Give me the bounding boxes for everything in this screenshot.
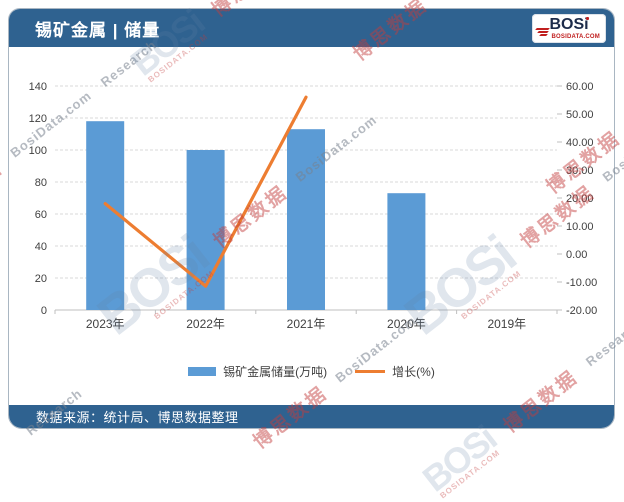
watermark-bosi-ghost: BOSi BOSIDATA.COM [414, 417, 504, 501]
growth-line [103, 95, 308, 288]
left-axis-label: 40 [35, 241, 47, 253]
right-axis-label: 20.00 [566, 193, 594, 205]
data-source-text: 数据来源：统计局、博思数据整理 [36, 410, 239, 425]
x-axis-label: 2022年 [186, 317, 225, 331]
right-axis-label: 10.00 [566, 221, 594, 233]
right-axis-label: -10.00 [566, 277, 597, 289]
logo-domain-text: BOSIDATA.COM [551, 34, 600, 40]
card-footer: 数据来源：统计局、博思数据整理 [9, 405, 614, 428]
legend-swatch-bar [188, 367, 217, 376]
right-axis-label: 50.00 [566, 109, 594, 121]
bar-2020年 [387, 193, 426, 310]
logo-text: BOSi [549, 16, 589, 33]
x-axis-label: 2023年 [86, 317, 125, 331]
logo-i-dot [585, 17, 589, 20]
legend-label-reserves: 锡矿金属储量(万吨) [223, 365, 328, 379]
logo-wordmark: BOSi [549, 16, 589, 33]
right-axis-label: 40.00 [566, 137, 594, 149]
chart-title: 锡矿金属 | 储量 [35, 20, 161, 40]
legend-item-reserves: 锡矿金属储量(万吨) [188, 363, 327, 380]
chart-legend: 锡矿金属储量(万吨) 增长(%) [9, 363, 614, 380]
right-axis-label: -20.00 [566, 305, 597, 317]
bar-2021年 [287, 129, 325, 310]
left-axis-label: 20 [35, 273, 47, 285]
legend-swatch-line [355, 370, 386, 373]
chart-card: 锡矿金属 | 储量 BOSi BOSIDATA.COM 0 20 40 60 80 100… [8, 8, 615, 429]
left-axis-label: 60 [35, 209, 47, 221]
watermark-cn-text: 博思数据 [0, 157, 8, 229]
x-axis-label: 2019年 [487, 317, 526, 331]
x-axis-label: 2020年 [387, 317, 426, 331]
card-header: 锡矿金属 | 储量 BOSi BOSIDATA.COM [9, 9, 614, 47]
right-axis-label: 60.00 [566, 81, 594, 93]
left-axis-label: 100 [29, 145, 47, 157]
chart-area: 0 20 40 60 80 100 120 140 -20.00 -10.00 0.00 10.00 2… [9, 47, 614, 405]
left-axis-label: 140 [29, 81, 47, 93]
bosi-logo: BOSi BOSIDATA.COM [532, 13, 606, 43]
x-axis-label: 2021年 [287, 317, 326, 331]
right-axis-label: 30.00 [566, 165, 594, 177]
left-axis-label: 120 [29, 113, 47, 125]
left-axis-label: 80 [35, 177, 47, 189]
right-axis-label: 0.00 [566, 249, 587, 261]
chart-svg: 0 20 40 60 80 100 120 140 -20.00 -10.00 0.00 10.00 2… [29, 81, 598, 331]
left-axis-label: 0 [41, 305, 47, 317]
legend-label-growth: 增长(%) [392, 365, 435, 379]
logo-stripes-icon [535, 27, 550, 38]
legend-item-growth: 增长(%) [355, 363, 435, 380]
